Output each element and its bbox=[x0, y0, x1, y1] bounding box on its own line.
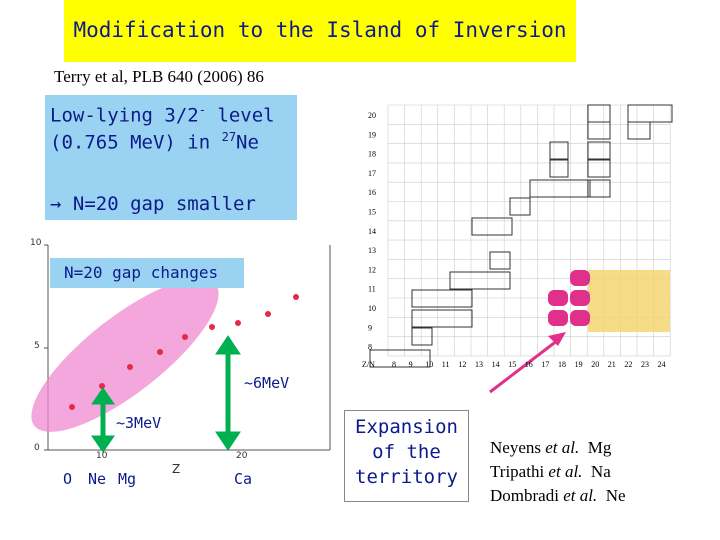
title-banner bbox=[64, 0, 576, 62]
gap-label: N=20 gap changes bbox=[64, 263, 219, 282]
nuclide-chart: 20 19 18 17 16 15 14 13 12 11 10 9 8 8 9 10 11 12 13 14 15 16… bbox=[362, 104, 673, 394]
z-label: 12 bbox=[368, 265, 376, 274]
info-arrow-line: → N=20 gap smaller bbox=[50, 193, 256, 215]
n-label: 18 bbox=[558, 360, 566, 369]
arrow-6mev bbox=[215, 335, 241, 451]
expansion-box: Expansion of the territory bbox=[344, 410, 469, 502]
n-label: 12 bbox=[458, 360, 466, 369]
label-ca: Ca bbox=[234, 470, 253, 488]
info-line-1: Low-lying 3/2- level bbox=[50, 103, 275, 127]
z-label: 11 bbox=[368, 285, 376, 294]
n-label: 20 bbox=[591, 360, 599, 369]
slide-title: Modification to the Island of Inversion bbox=[73, 18, 567, 42]
expansion-arrow bbox=[489, 332, 566, 394]
reference-3: Dombradi et al. Ne bbox=[490, 486, 626, 505]
n-label: 19 bbox=[575, 360, 583, 369]
expansion-line-3: territory bbox=[355, 466, 458, 488]
n-label: 22 bbox=[624, 360, 632, 369]
y-tick-10: 10 bbox=[30, 238, 42, 248]
z-label: 15 bbox=[368, 208, 376, 217]
expansion-line-1: Expansion bbox=[355, 416, 458, 438]
annotation-3mev: ~3MeV bbox=[116, 414, 162, 432]
z-label: 19 bbox=[368, 130, 376, 139]
z-label: 20 bbox=[368, 111, 376, 120]
info-line-2: (0.765 MeV) in 27Ne bbox=[50, 130, 259, 154]
label-o: O bbox=[63, 470, 73, 488]
n-label: 8 bbox=[392, 360, 396, 369]
z-label: 8 bbox=[368, 343, 372, 352]
gap-label-box bbox=[50, 258, 244, 288]
x-axis-label: Z bbox=[172, 462, 181, 476]
n-label: 21 bbox=[608, 360, 616, 369]
z-label: 16 bbox=[368, 188, 376, 197]
z-label: 17 bbox=[368, 169, 376, 178]
x-tick-10: 10 bbox=[96, 451, 108, 461]
x-tick-20: 20 bbox=[236, 451, 248, 461]
n-label: 24 bbox=[658, 360, 666, 369]
label-ne: Ne bbox=[88, 470, 107, 488]
new-isotope-markers bbox=[548, 270, 590, 326]
n-label: 10 bbox=[425, 360, 433, 369]
arrow-3mev bbox=[91, 387, 115, 453]
info-box bbox=[45, 95, 297, 220]
reference-2: Tripathi et al. Na bbox=[490, 462, 611, 481]
z-label: 13 bbox=[368, 246, 376, 255]
label-mg: Mg bbox=[118, 470, 137, 488]
n-label: 15 bbox=[508, 360, 516, 369]
n-label: 14 bbox=[492, 360, 500, 369]
n-label: 17 bbox=[541, 360, 549, 369]
n-label: 16 bbox=[525, 360, 533, 369]
n-label: 13 bbox=[475, 360, 483, 369]
citation: Terry et al, PLB 640 (2006) 86 bbox=[54, 67, 264, 86]
z-label: 14 bbox=[368, 227, 376, 236]
y-tick-0: 0 bbox=[34, 443, 40, 453]
y-tick-5: 5 bbox=[34, 341, 40, 351]
highlight-region bbox=[588, 270, 670, 332]
n-label: 9 bbox=[409, 360, 413, 369]
z-label: 9 bbox=[368, 323, 372, 332]
annotation-6mev: ~6MeV bbox=[244, 374, 290, 392]
reference-1: Neyens et al. Mg bbox=[490, 438, 612, 457]
n-label: 23 bbox=[641, 360, 649, 369]
gap-plot bbox=[31, 244, 331, 453]
arrow-right-icon: → bbox=[50, 193, 62, 215]
z-label: 10 bbox=[368, 304, 376, 313]
expansion-line-2: of the bbox=[372, 441, 441, 463]
chart-corner-label: Z/N bbox=[362, 360, 375, 369]
z-label: 18 bbox=[368, 150, 376, 159]
n-label: 11 bbox=[442, 360, 450, 369]
shaded-region bbox=[31, 278, 219, 432]
